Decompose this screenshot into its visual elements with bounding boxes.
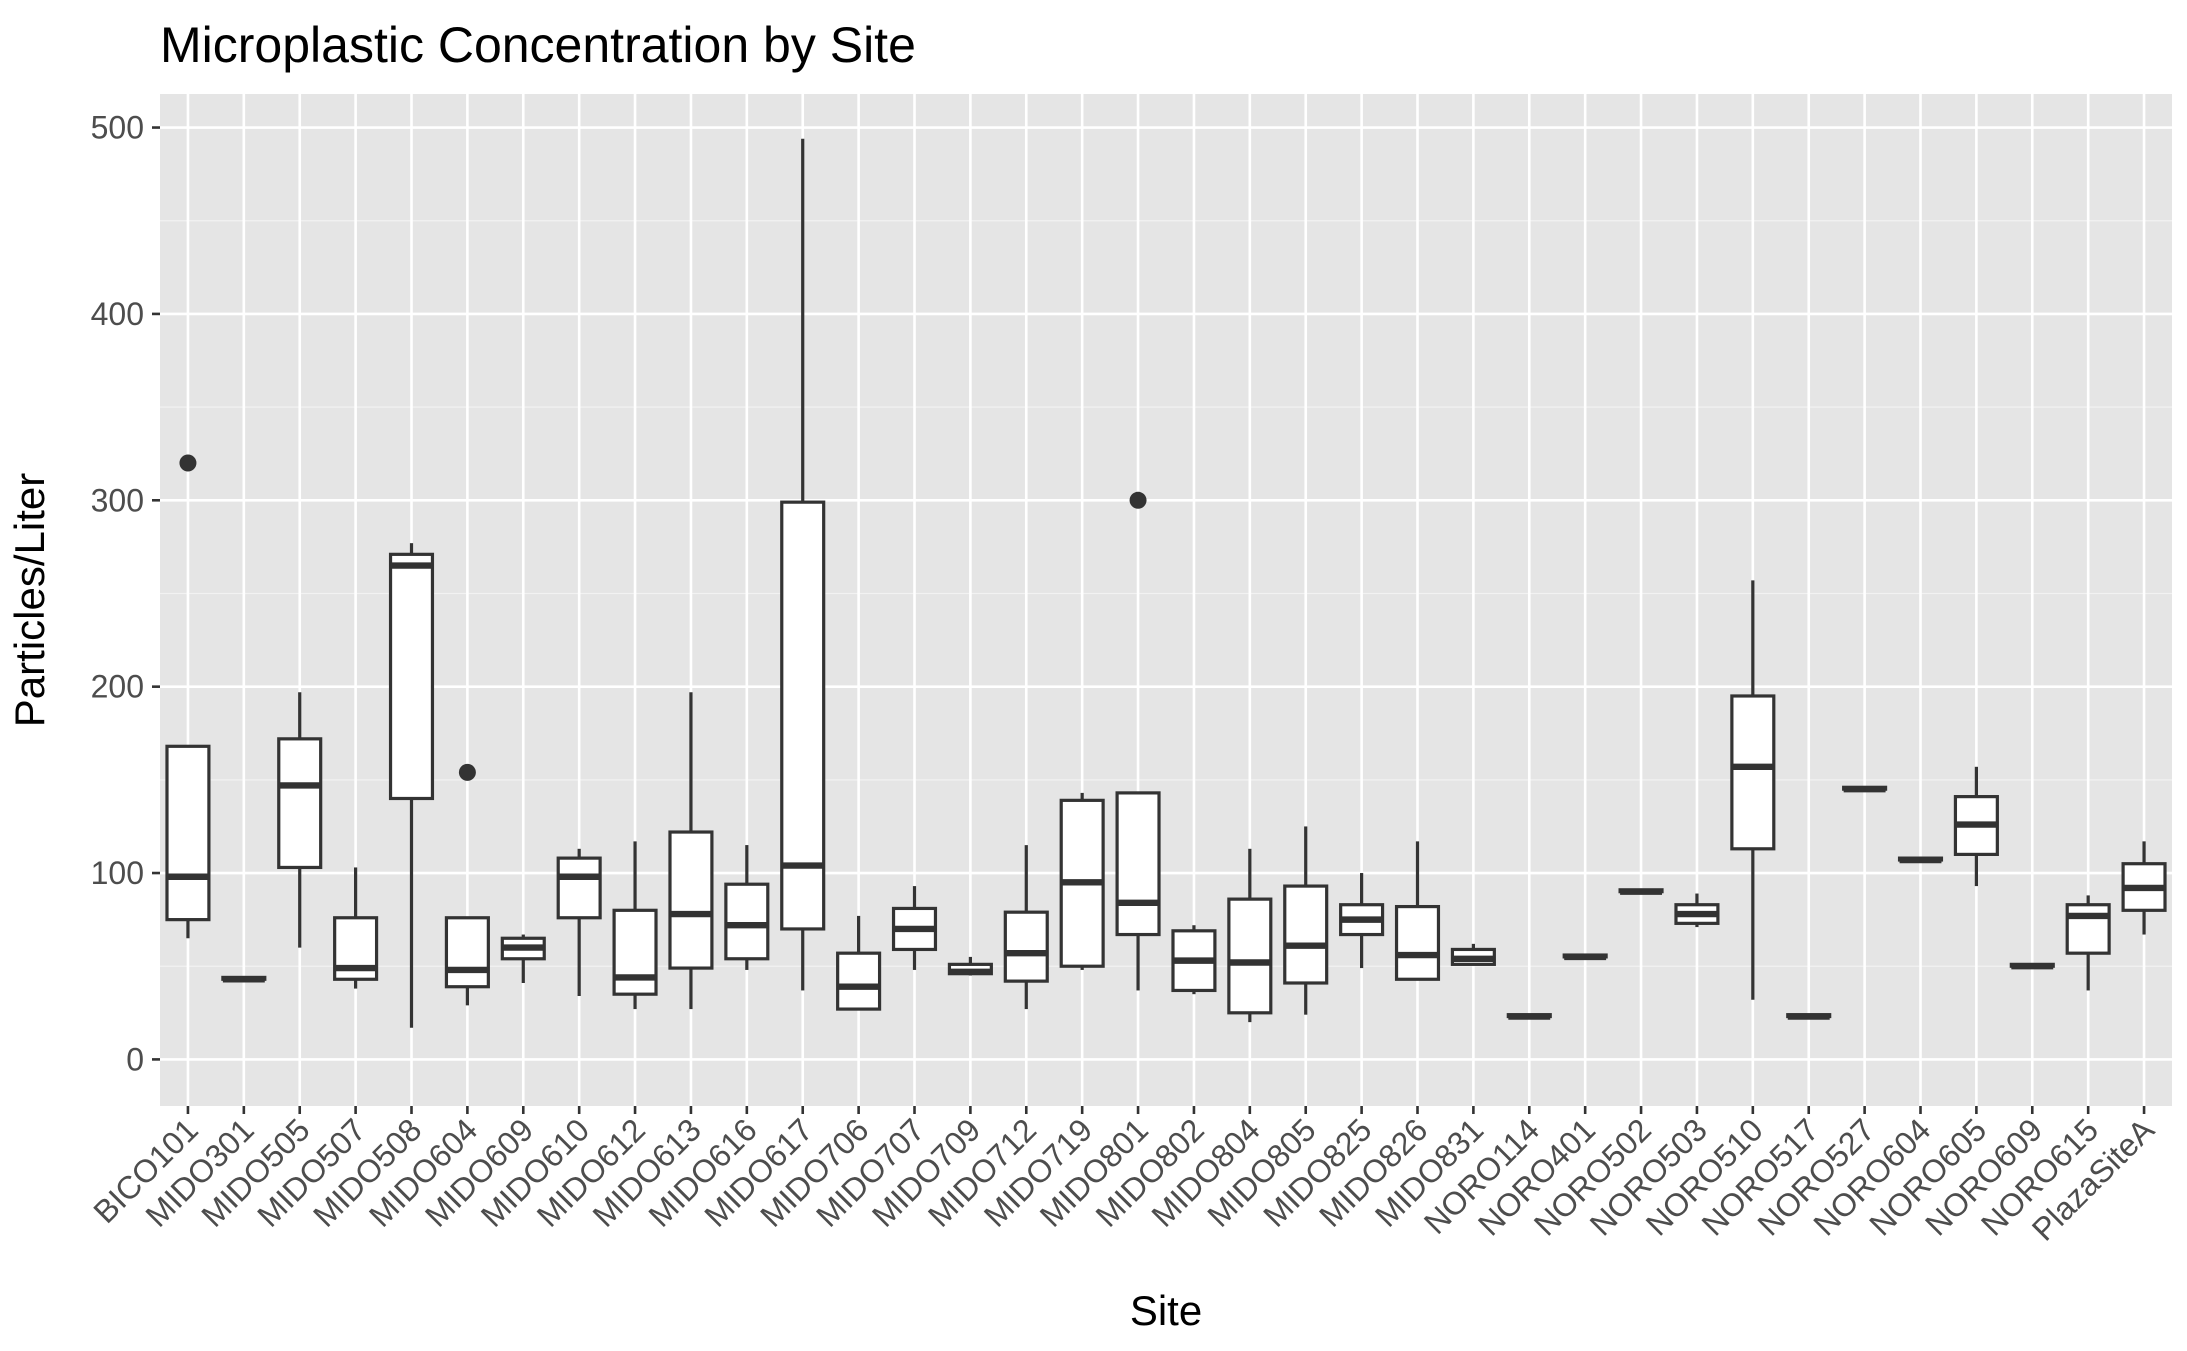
box-MIDO508 [388,543,435,1028]
box-MIDO613 [668,692,714,1010]
outlier-point [458,763,476,781]
box-NORO609 [2009,962,2055,970]
box-MIDO609 [500,934,546,983]
box-body [388,552,435,801]
box-body [277,737,323,870]
box-MIDO826 [1394,841,1441,981]
box-MIDO712 [1003,845,1049,1010]
outlier-point [179,454,197,472]
box-NORO615 [2065,895,2111,991]
box-body [1003,910,1049,983]
y-axis: 0 100 200 300 400 500 [91,110,160,1077]
box-MIDO507 [333,867,379,989]
box-NORO114 [1506,1013,1552,1020]
x-axis: BICO101MIDO301MIDO505MIDO507MIDO508MIDO6… [86,1106,2161,1248]
box-body [612,908,658,996]
box-PlazaSiteA [2121,841,2167,935]
box-MIDO709 [947,956,993,976]
outlier-point [1129,491,1147,509]
boxplot-marks [165,138,2167,1028]
box-NORO502 [1618,888,1664,895]
box-NORO510 [1730,580,1776,1000]
box-NORO517 [1786,1013,1832,1020]
box-body [1730,694,1776,851]
box-body [556,856,602,920]
box-body [165,744,211,922]
y-tick-label: 0 [126,1041,144,1077]
box-body [1394,904,1441,981]
y-tick-label: 300 [91,482,144,518]
y-tick-label: 500 [91,110,144,146]
box-MIDO301 [221,975,267,983]
box-MIDO612 [612,841,658,1010]
chart-title: Microplastic Concentration by Site [160,17,916,73]
box-body [1115,791,1161,937]
box-body [780,500,826,931]
box-NORO604 [1897,856,1944,864]
box-MIDO805 [1283,826,1329,1015]
box-MIDO617 [780,138,826,991]
box-MIDO804 [1227,848,1273,1023]
box-NORO527 [1842,785,1888,793]
box-NORO605 [1953,766,1999,887]
minor-gridlines [160,220,2172,967]
box-MIDO802 [1171,925,1217,995]
box-body [724,882,770,961]
box-BICO101 [165,454,211,939]
y-tick-label: 200 [91,669,144,705]
x-axis-title: Site [1130,1287,1202,1334]
box-MIDO616 [724,845,770,970]
box-MIDO831 [1450,943,1496,966]
box-body [444,916,490,989]
box-MIDO707 [891,886,938,970]
box-MIDO801 [1115,491,1161,991]
box-body [1283,884,1329,985]
box-MIDO604 [444,763,490,1006]
box-MIDO505 [277,692,323,948]
y-tick-label: 400 [91,296,144,332]
box-MIDO825 [1339,873,1385,969]
box-NORO503 [1674,893,1720,928]
plot-panel [160,94,2172,1106]
box-body [1227,897,1273,1015]
box-NORO401 [1562,953,1608,961]
box-MIDO610 [556,848,602,997]
y-tick-label: 100 [91,855,144,891]
box-MIDO719 [1059,792,1105,970]
y-axis-title: Particles/Liter [6,473,53,727]
box-body [2065,903,2111,955]
box-body [668,830,714,970]
box-MIDO706 [836,915,882,1011]
box-body [836,951,882,1011]
